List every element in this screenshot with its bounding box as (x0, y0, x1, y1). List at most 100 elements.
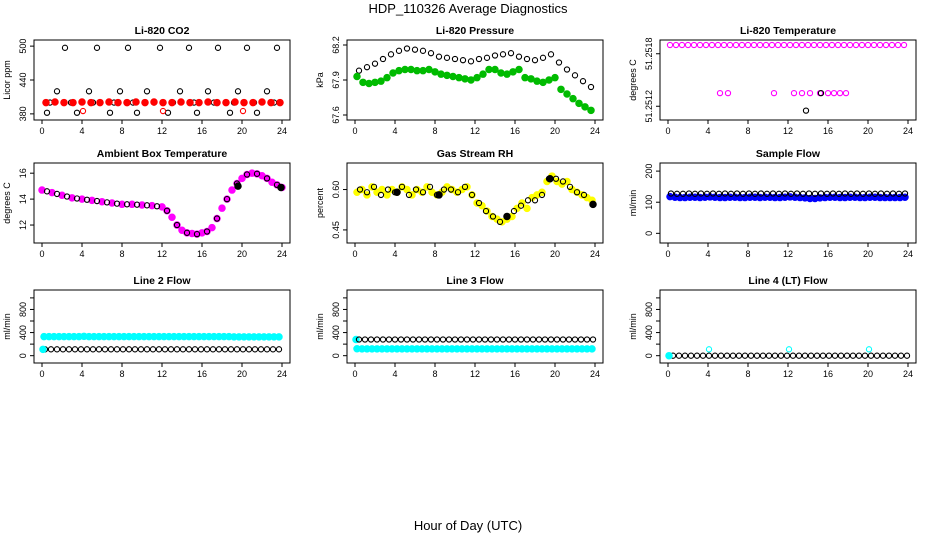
sample-flow-point (757, 190, 765, 197)
sample-flow-point (697, 190, 705, 197)
gas-stream-rh-point (503, 212, 511, 221)
line-2-flow-point (143, 346, 151, 353)
li-820-co2-x-tick-label: 4 (79, 126, 84, 136)
li-820-co2-point (213, 98, 221, 107)
li-820-co2-frame (33, 39, 291, 121)
li-820-temperature-point (846, 41, 854, 49)
li-820-temperature-point (768, 41, 776, 49)
gas-stream-rh-x-tick-label: 8 (432, 249, 437, 259)
line-3-flow-point (517, 336, 525, 343)
li-820-temperature-series-1 (666, 41, 908, 49)
line-3-flow-y-tick-label: 400 (331, 325, 341, 340)
ambient-box-temperature-y-tick-label: 14 (18, 194, 28, 204)
line-3-flow-point (367, 336, 375, 343)
ambient-box-temperature-x-tick-label: 12 (157, 249, 167, 259)
li-820-temperature-point (840, 41, 848, 49)
li-820-co2-point (43, 109, 51, 116)
li-820-temperature-point (720, 41, 728, 49)
li-820-temperature-point (806, 89, 814, 97)
li-820-pressure-point (355, 67, 363, 74)
ambient-box-temperature-point (73, 195, 81, 202)
li-820-temperature-point (780, 41, 788, 49)
li-820-co2-point (96, 98, 104, 107)
li-820-pressure-point (557, 85, 565, 94)
gas-stream-rh-point (461, 183, 469, 190)
li-820-co2-point (204, 88, 212, 95)
li-820-pressure-point (443, 54, 451, 61)
gas-stream-rh-panel: Gas Stream RH percent 0 4 8 12 16 20 24 0.45 0.60 (315, 148, 604, 259)
line-4-lt-flow-y-tick-label: 800 (644, 302, 654, 317)
li-820-co2-x-tick-label: 12 (157, 126, 167, 136)
line-3-flow-series-1 (353, 345, 596, 353)
li-820-pressure-point (547, 51, 555, 58)
gas-stream-rh-point (378, 185, 386, 194)
line-2-flow-point (263, 346, 271, 353)
li-820-pressure-y-tick-label: 68.2 (331, 36, 341, 54)
sample-flow-y-axis-label: ml/min (628, 190, 638, 217)
li-820-pressure-x-tick-label: 20 (550, 126, 560, 136)
li-820-co2-x-tick-label: 24 (277, 126, 287, 136)
sample-flow-point (685, 190, 693, 197)
li-820-co2-point (214, 44, 222, 51)
gas-stream-rh-series-3 (393, 175, 597, 221)
line-4-lt-flow-point (717, 352, 725, 359)
li-820-pressure-x-tick-label: 0 (352, 126, 357, 136)
li-820-co2-series-1 (43, 44, 281, 116)
line-3-flow-point (373, 336, 381, 343)
gas-stream-rh-series-2 (356, 175, 588, 225)
line-3-flow-point (385, 336, 393, 343)
gas-stream-rh-point (447, 186, 455, 193)
gas-stream-rh-point (440, 186, 448, 193)
ambient-box-temperature-y-tick-label: 12 (18, 220, 28, 230)
li-820-pressure-x-tick-label: 12 (470, 126, 480, 136)
line-4-lt-flow-point (807, 352, 815, 359)
line-2-flow-point (101, 346, 109, 353)
li-820-temperature-point (744, 41, 752, 49)
sample-flow-point (853, 190, 861, 197)
li-820-temperature-y-tick-label: 51.2518 (644, 37, 654, 70)
gas-stream-rh-x-tick-label: 16 (510, 249, 520, 259)
line-2-flow-point (197, 346, 205, 353)
line-4-lt-flow-point (735, 352, 743, 359)
line-2-flow-x-tick-label: 0 (39, 369, 44, 379)
li-820-pressure-series-1 (355, 45, 595, 91)
line-4-lt-flow-point (681, 352, 689, 359)
line-2-flow-frame (33, 289, 291, 364)
sample-flow-point (763, 190, 771, 197)
li-820-co2-point (124, 44, 132, 51)
line-4-lt-flow-x-tick-label: 4 (705, 369, 710, 379)
li-820-temperature-point (828, 41, 836, 49)
sample-flow-point (835, 190, 843, 197)
li-820-pressure-x-tick-label: 24 (590, 126, 600, 136)
sample-flow-point (841, 190, 849, 197)
li-820-co2-point (73, 109, 81, 116)
li-820-pressure-point (395, 47, 403, 54)
line-3-flow-x-tick-label: 0 (352, 369, 357, 379)
line-4-lt-flow-point (665, 351, 673, 360)
sample-flow-point (769, 190, 777, 197)
line-2-flow-x-tick-label: 20 (237, 369, 247, 379)
line-4-lt-flow-point (843, 352, 851, 359)
li-820-temperature-point (738, 41, 746, 49)
sample-flow-x-tick-label: 4 (705, 249, 710, 259)
li-820-temperature-series-2 (716, 89, 850, 97)
gas-stream-rh-y-tick-label: 0.45 (331, 221, 341, 239)
line-4-lt-flow-point (795, 352, 803, 359)
gas-stream-rh-x-tick-label: 0 (352, 249, 357, 259)
li-820-co2-point (60, 98, 68, 107)
li-820-pressure-y-axis-label: kPa (315, 72, 325, 88)
gas-stream-rh-point (377, 191, 385, 199)
gas-stream-rh-point (573, 189, 581, 196)
li-820-co2-point (176, 88, 184, 95)
li-820-pressure-point (419, 47, 427, 54)
li-820-co2-point (273, 44, 281, 51)
line-2-flow-point (161, 346, 169, 353)
line-3-flow-title: Line 3 Flow (446, 275, 504, 287)
gas-stream-rh-point (463, 183, 471, 191)
li-820-pressure-point (467, 58, 475, 65)
line-3-flow-x-tick-label: 24 (590, 369, 600, 379)
li-820-pressure-point (353, 72, 361, 81)
sample-flow-point (823, 190, 831, 197)
li-820-temperature-point (810, 41, 818, 49)
line-4-lt-flow-point (891, 352, 899, 359)
